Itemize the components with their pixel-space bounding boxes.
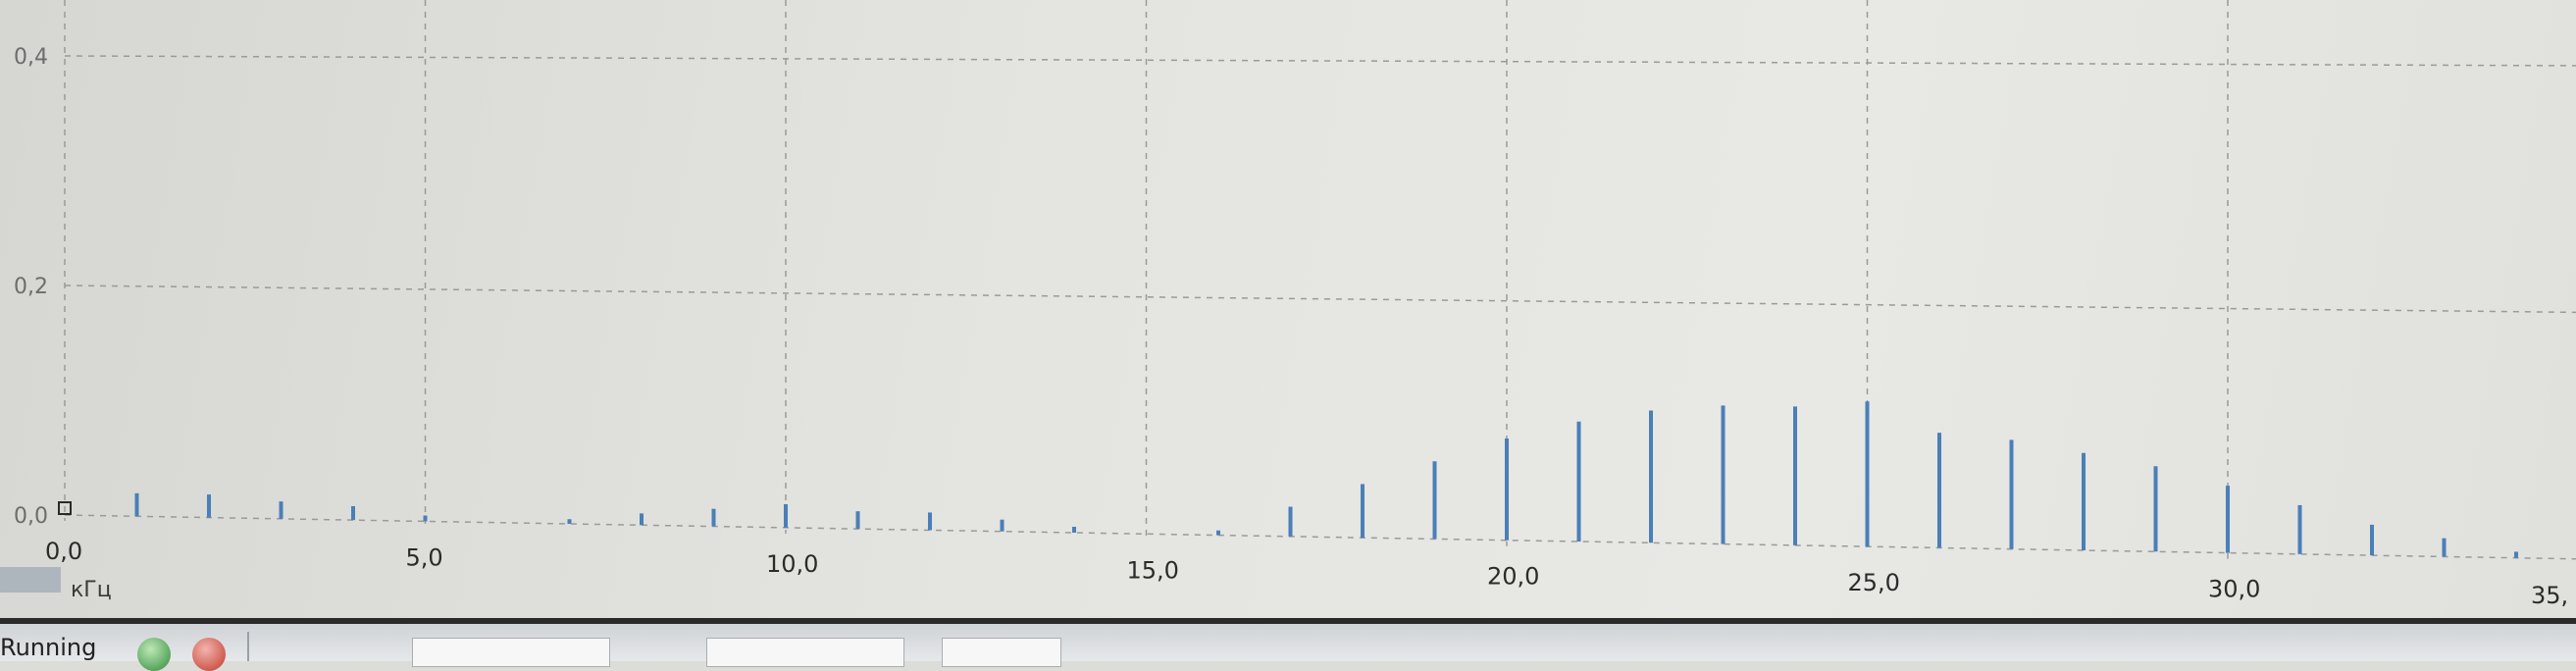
x-tick-label: 20,0 [1487,563,1539,591]
x-unit-label: кГц [71,578,112,602]
x-tick-label: 30,0 [2208,576,2260,603]
start-icon[interactable] [137,638,171,671]
spectrum-chart: 0,0 0,2 0,4 0,0 5,0 10,0 15,0 20,0 25,0 30,0 35, кГ… [14,0,2576,609]
status-text: Running [0,634,97,661]
stop-icon[interactable] [192,638,226,671]
status-bar: Running [0,618,2576,671]
input-field-2[interactable] [706,638,904,667]
x-tick-label: 35, [2531,582,2568,609]
y-tick-label: 0,0 [14,504,48,529]
unit-selector[interactable] [0,567,61,593]
x-tick-label: 15,0 [1127,556,1179,584]
x-tick-label: 10,0 [766,550,818,578]
separator [247,632,249,661]
x-tick-label: 0,0 [45,538,82,565]
grid-line-horizontal [64,55,2576,67]
input-field-3[interactable] [942,638,1061,667]
x-tick-label: 25,0 [1848,569,1900,596]
y-tick-label: 0,4 [14,45,48,70]
x-tick-label: 5,0 [406,543,443,571]
grid-line-horizontal [64,284,2576,314]
chart-area: 0,0 0,2 0,4 0,0 5,0 10,0 15,0 20,0 25,0 30,0 35, кГ… [0,0,2576,618]
origin-marker [58,501,72,515]
y-tick-label: 0,2 [14,275,48,299]
input-field-1[interactable] [412,638,610,667]
